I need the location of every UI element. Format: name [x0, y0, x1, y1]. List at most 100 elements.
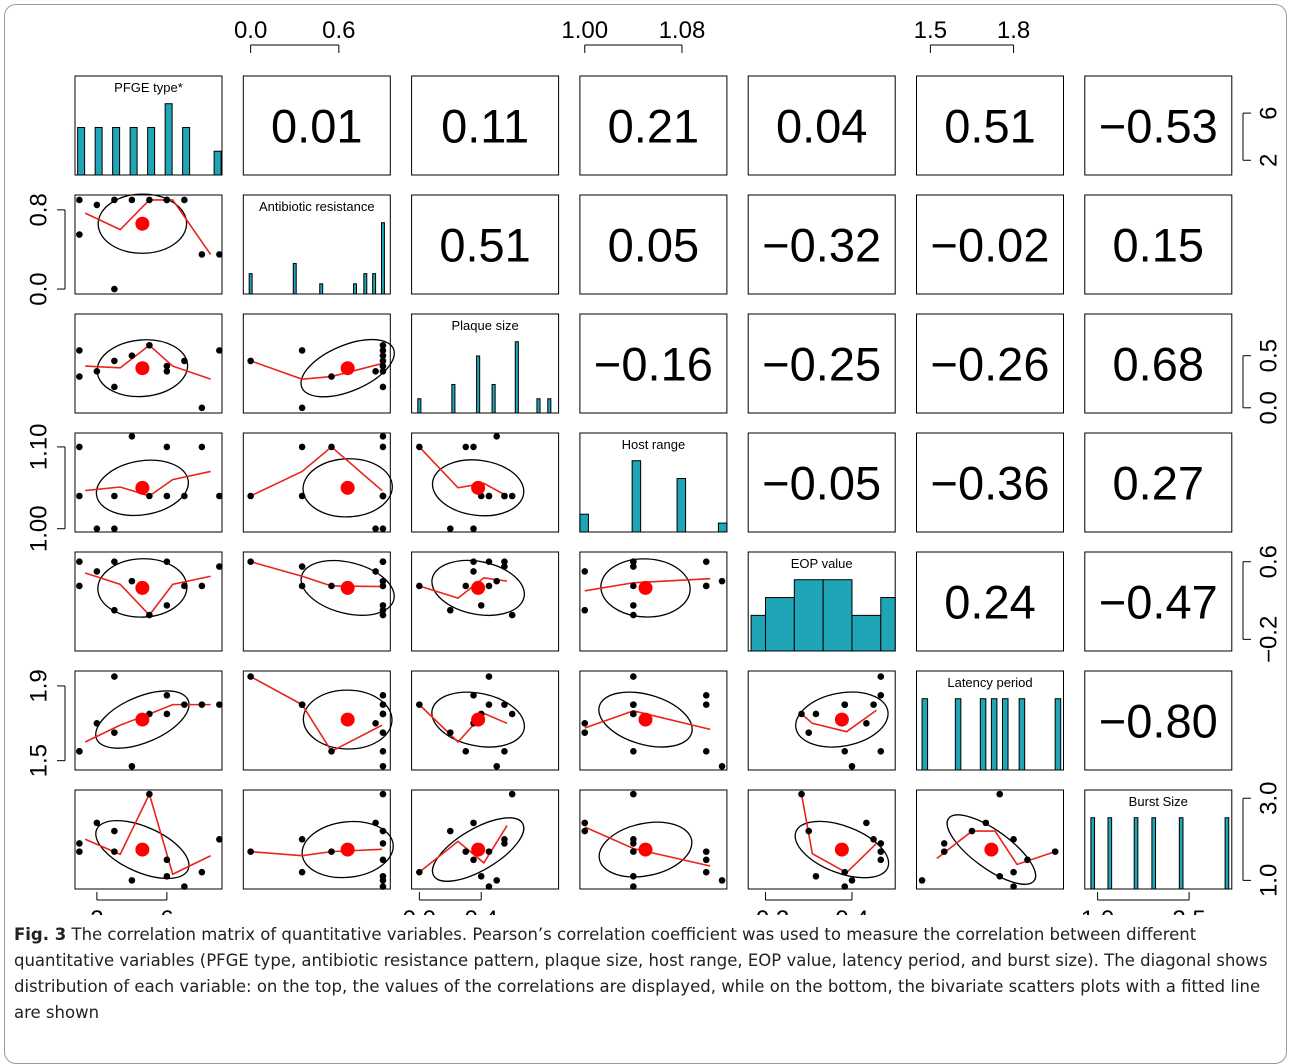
mean-point [340, 480, 355, 495]
scatter-point [163, 872, 171, 880]
scatter-point [111, 525, 118, 533]
panel-border [411, 670, 560, 771]
scatter-point [181, 357, 188, 365]
scatter-point [111, 729, 118, 736]
scatter-point [198, 868, 206, 876]
correlation-value: −0.80 [1099, 695, 1218, 748]
scatter-point [446, 606, 454, 614]
scatter-point [630, 790, 637, 798]
scatter-point [996, 790, 1004, 798]
hist-bar [353, 283, 357, 295]
scatter-point [216, 251, 223, 258]
hist-bar [717, 522, 728, 533]
hist-bar [363, 273, 368, 295]
panel-border [74, 194, 223, 295]
mean-point [340, 361, 355, 376]
scatter-point [298, 868, 306, 876]
scatter-point [379, 582, 387, 590]
correlation-value: 0.15 [1113, 219, 1204, 272]
mean-point [135, 216, 150, 231]
panel-border [411, 75, 560, 176]
correlation-value: 0.51 [439, 219, 530, 272]
correlation-ellipse [431, 691, 526, 748]
scatter-point [379, 357, 387, 365]
scatter-point [76, 558, 83, 566]
scatter-point [163, 443, 171, 451]
correlation-ellipse [946, 814, 1037, 885]
scatter-point [111, 383, 118, 391]
smooth-line [418, 825, 508, 873]
scatter-point [379, 883, 387, 890]
scatter-point [111, 827, 118, 835]
scatter-point [702, 748, 710, 755]
scatter-point [328, 373, 335, 380]
panel: Antibiotic resistance [242, 194, 391, 295]
scatter-point [798, 710, 805, 718]
scatter-point [328, 848, 335, 855]
hist-bar [491, 383, 496, 414]
correlation-ellipse [598, 821, 693, 878]
scatter-point [76, 196, 83, 204]
hist-bar [1107, 817, 1113, 890]
scatter-point [198, 701, 206, 708]
scatter-point [805, 827, 813, 835]
scatter-point [841, 701, 849, 708]
scatter-point [841, 868, 849, 876]
panel: −0.80 [1084, 670, 1233, 771]
scatter-point [379, 790, 387, 798]
scatter-point [718, 877, 726, 884]
panel-border [579, 313, 728, 414]
pairs-chart: 26260.00.60.00.80.00.40.00.51.001.081.00… [25, 17, 1282, 915]
panel: 0.24 [916, 551, 1064, 652]
hist-bar [676, 478, 687, 533]
mean-point [471, 580, 486, 595]
scatter-point [508, 710, 516, 718]
mean-point [984, 842, 999, 857]
scatter-point [702, 691, 710, 699]
scatter-point [462, 748, 470, 755]
hist-bar [1018, 698, 1026, 771]
hist-bar [793, 579, 824, 652]
scatter-point [446, 827, 454, 835]
scatter-point [111, 492, 118, 500]
x-tick-label: 0.4 [465, 906, 498, 915]
x-tick-label: 6 [160, 906, 173, 915]
panel [579, 551, 728, 652]
y-tick-label: −0.2 [1255, 616, 1282, 663]
scatter-point [76, 582, 83, 590]
caption-text: The correlation matrix of quantitative v… [14, 925, 1268, 1022]
scatter-point [181, 196, 188, 204]
correlation-value: 0.11 [441, 100, 529, 153]
panel-border [1084, 75, 1233, 176]
panel [411, 789, 560, 890]
scatter-point [462, 443, 470, 451]
panel: Host range [579, 432, 728, 533]
scatter-point [812, 710, 820, 718]
scatter-point [416, 701, 423, 708]
panel [579, 670, 728, 771]
correlation-ellipse [95, 820, 190, 880]
variable-name: Antibiotic resistance [259, 199, 375, 214]
scatter-point [877, 840, 885, 847]
scatter-point [918, 877, 926, 884]
scatter-point [163, 691, 171, 699]
hist-bar [451, 383, 456, 414]
variable-name: EOP value [791, 556, 853, 571]
x-tick-label: 1.08 [659, 17, 706, 44]
panel-border [1084, 670, 1233, 771]
scatter-point [493, 762, 501, 770]
scatter-point [216, 563, 223, 570]
scatter-point [982, 819, 990, 827]
scatter-point [76, 347, 83, 354]
scatter-point [146, 611, 153, 619]
correlation-value: −0.16 [594, 338, 713, 391]
panel [74, 432, 223, 533]
y-tick-label: 0.0 [1255, 391, 1282, 424]
hist-bar [372, 273, 377, 295]
correlation-value: 0.21 [608, 100, 699, 153]
scatter-point [76, 373, 83, 380]
mean-point [340, 842, 355, 857]
panel: 0.04 [747, 75, 896, 176]
scatter-point [198, 251, 206, 258]
panel-border [411, 194, 560, 295]
